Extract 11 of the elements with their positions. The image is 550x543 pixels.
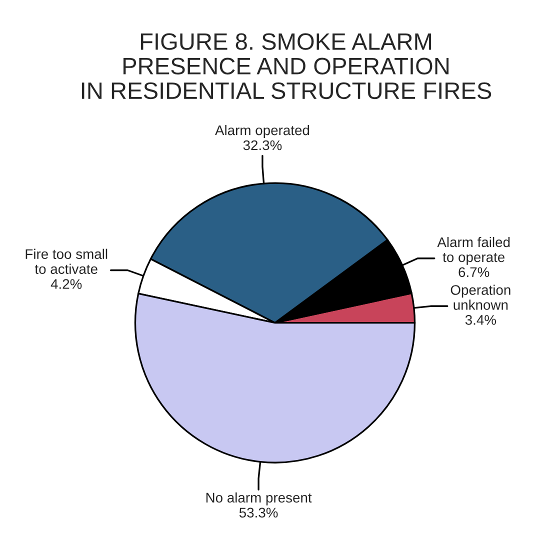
data-label: 3.4%: [465, 314, 496, 325]
slice-label: Alarm failed to operate: [437, 236, 510, 265]
slice-label: Alarm operated: [215, 124, 310, 138]
data-label: 53.3%: [239, 508, 278, 518]
slice-label: Fire too small to activate: [26, 248, 108, 274]
data-label: 6.7%: [458, 267, 490, 278]
chart-title: FIGURE 8. SMOKE ALARM PRESENCE AND OPERATION IN RESIDENTIAL STRUCTURE FIRES: [82, 33, 492, 100]
data-label: 32.3%: [243, 140, 282, 150]
data-label: 4.2%: [50, 279, 82, 289]
slice-label: Operation unknown: [450, 284, 510, 310]
slice-label: No alarm present: [206, 492, 312, 506]
